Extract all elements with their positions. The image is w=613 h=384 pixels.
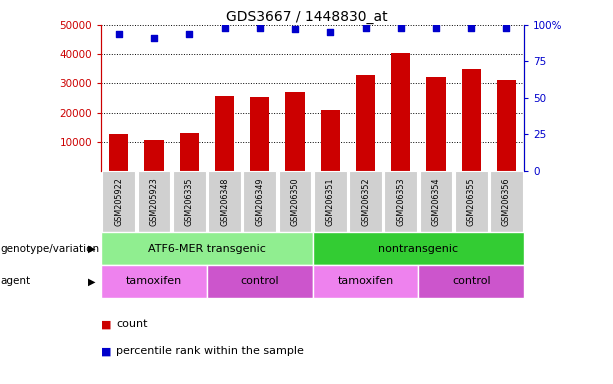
Text: GSM206350: GSM206350 — [291, 177, 300, 226]
Text: genotype/variation: genotype/variation — [1, 243, 100, 254]
Point — [501, 25, 511, 31]
Text: ■: ■ — [101, 346, 112, 356]
Bar — [321, 109, 340, 171]
Text: control: control — [452, 276, 490, 286]
Text: ▶: ▶ — [88, 276, 96, 286]
Bar — [391, 53, 411, 171]
Point — [431, 25, 441, 31]
Text: count: count — [116, 319, 148, 329]
Bar — [426, 78, 446, 171]
Point — [466, 25, 476, 31]
Point — [360, 25, 370, 31]
Text: nontransgenic: nontransgenic — [378, 243, 459, 254]
Bar — [215, 96, 234, 171]
Text: ATF6-MER transgenic: ATF6-MER transgenic — [148, 243, 266, 254]
Text: tamoxifen: tamoxifen — [126, 276, 182, 286]
Point — [255, 25, 265, 31]
Bar — [497, 80, 516, 171]
Bar — [180, 133, 199, 171]
Text: control: control — [240, 276, 279, 286]
Text: ▶: ▶ — [88, 243, 96, 254]
Text: GSM205922: GSM205922 — [114, 177, 123, 226]
Point — [219, 25, 229, 31]
Text: GDS3667 / 1448830_at: GDS3667 / 1448830_at — [226, 10, 387, 23]
Bar — [250, 97, 270, 171]
Text: GSM206354: GSM206354 — [432, 177, 441, 226]
Text: GSM206353: GSM206353 — [396, 177, 405, 226]
Bar — [462, 69, 481, 171]
Bar — [109, 134, 129, 171]
Text: percentile rank within the sample: percentile rank within the sample — [116, 346, 304, 356]
Text: GSM206355: GSM206355 — [466, 177, 476, 226]
Bar — [144, 140, 164, 171]
Text: GSM206348: GSM206348 — [220, 177, 229, 226]
Text: tamoxifen: tamoxifen — [337, 276, 394, 286]
Text: GSM206356: GSM206356 — [502, 177, 511, 226]
Text: GSM206349: GSM206349 — [255, 177, 264, 226]
Bar — [356, 74, 375, 171]
Text: GSM205923: GSM205923 — [150, 177, 159, 226]
Text: GSM206351: GSM206351 — [326, 177, 335, 226]
Point — [290, 26, 300, 32]
Text: GSM206352: GSM206352 — [361, 177, 370, 226]
Text: GSM206335: GSM206335 — [185, 177, 194, 226]
Point — [114, 31, 124, 37]
Point — [185, 31, 194, 37]
Point — [149, 35, 159, 41]
Text: agent: agent — [1, 276, 31, 286]
Bar — [285, 92, 305, 171]
Point — [396, 25, 406, 31]
Text: ■: ■ — [101, 319, 112, 329]
Point — [326, 29, 335, 35]
